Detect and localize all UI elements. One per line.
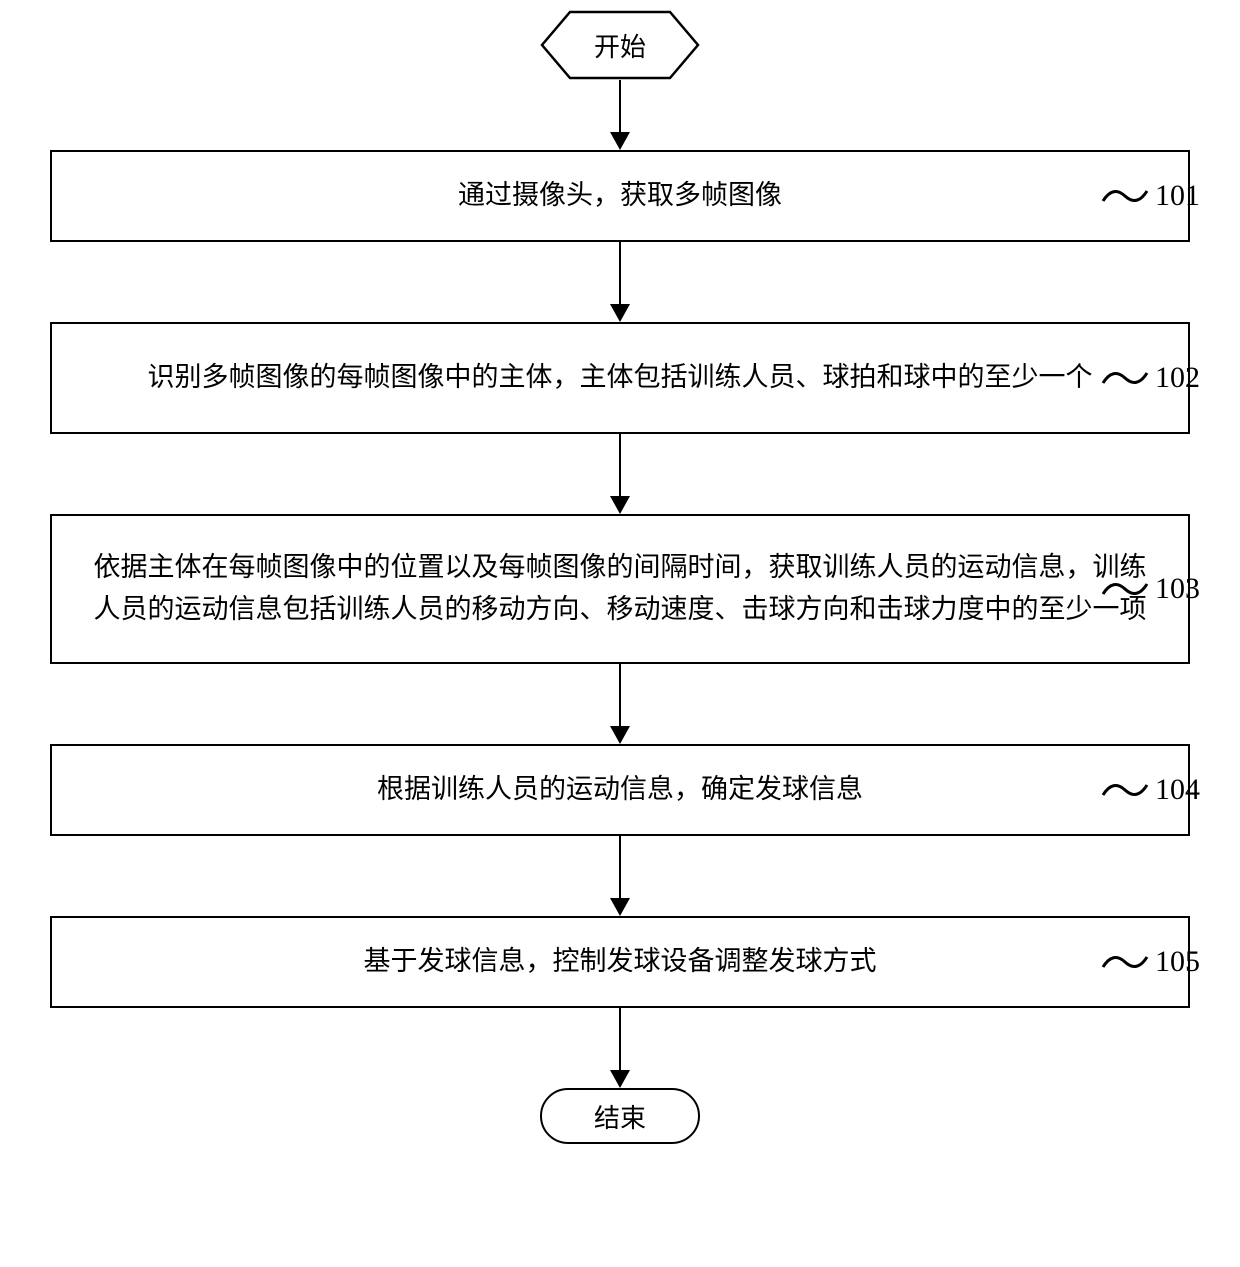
tilde-icon <box>1101 951 1149 973</box>
step-number-102: 102 <box>1155 361 1200 395</box>
tilde-icon <box>1101 185 1149 207</box>
process-104: 根据训练人员的运动信息，确定发球信息 <box>50 744 1190 836</box>
step-row-102: 识别多帧图像的每帧图像中的主体，主体包括训练人员、球拍和球中的至少一个 102 <box>50 322 1190 434</box>
process-103-text: 依据主体在每帧图像中的位置以及每帧图像的间隔时间，获取训练人员的运动信息，训练人… <box>82 547 1158 631</box>
end-node: 结束 <box>540 1088 700 1144</box>
step-number-103: 103 <box>1155 572 1200 606</box>
start-label: 开始 <box>594 27 646 64</box>
process-101: 通过摄像头，获取多帧图像 <box>50 150 1190 242</box>
process-101-text: 通过摄像头，获取多帧图像 <box>458 175 782 217</box>
process-102: 识别多帧图像的每帧图像中的主体，主体包括训练人员、球拍和球中的至少一个 <box>50 322 1190 434</box>
step-number-105: 105 <box>1155 945 1200 979</box>
tilde-icon <box>1101 578 1149 600</box>
arrow-105-to-end <box>610 1008 630 1088</box>
flowchart-container: 开始 通过摄像头，获取多帧图像 101 识别多帧图像的每帧图像中的主体，主体包括… <box>50 10 1190 1144</box>
tilde-icon <box>1101 367 1149 389</box>
arrow-101-to-102 <box>610 242 630 322</box>
step-label-103: 103 <box>1101 572 1200 606</box>
step-row-105: 基于发球信息，控制发球设备调整发球方式 105 <box>50 916 1190 1008</box>
process-102-text: 识别多帧图像的每帧图像中的主体，主体包括训练人员、球拍和球中的至少一个 <box>148 357 1093 399</box>
step-row-101: 通过摄像头，获取多帧图像 101 <box>50 150 1190 242</box>
arrow-104-to-105 <box>610 836 630 916</box>
step-number-104: 104 <box>1155 773 1200 807</box>
start-node: 开始 <box>540 10 700 80</box>
arrow-102-to-103 <box>610 434 630 514</box>
arrow-start-to-101 <box>610 80 630 150</box>
arrow-103-to-104 <box>610 664 630 744</box>
step-label-105: 105 <box>1101 945 1200 979</box>
process-104-text: 根据训练人员的运动信息，确定发球信息 <box>377 769 863 811</box>
step-label-104: 104 <box>1101 773 1200 807</box>
end-label: 结束 <box>594 1098 646 1135</box>
process-105: 基于发球信息，控制发球设备调整发球方式 <box>50 916 1190 1008</box>
step-label-101: 101 <box>1101 179 1200 213</box>
step-row-103: 依据主体在每帧图像中的位置以及每帧图像的间隔时间，获取训练人员的运动信息，训练人… <box>50 514 1190 664</box>
process-105-text: 基于发球信息，控制发球设备调整发球方式 <box>364 941 877 983</box>
tilde-icon <box>1101 779 1149 801</box>
step-row-104: 根据训练人员的运动信息，确定发球信息 104 <box>50 744 1190 836</box>
step-number-101: 101 <box>1155 179 1200 213</box>
process-103: 依据主体在每帧图像中的位置以及每帧图像的间隔时间，获取训练人员的运动信息，训练人… <box>50 514 1190 664</box>
step-label-102: 102 <box>1101 361 1200 395</box>
